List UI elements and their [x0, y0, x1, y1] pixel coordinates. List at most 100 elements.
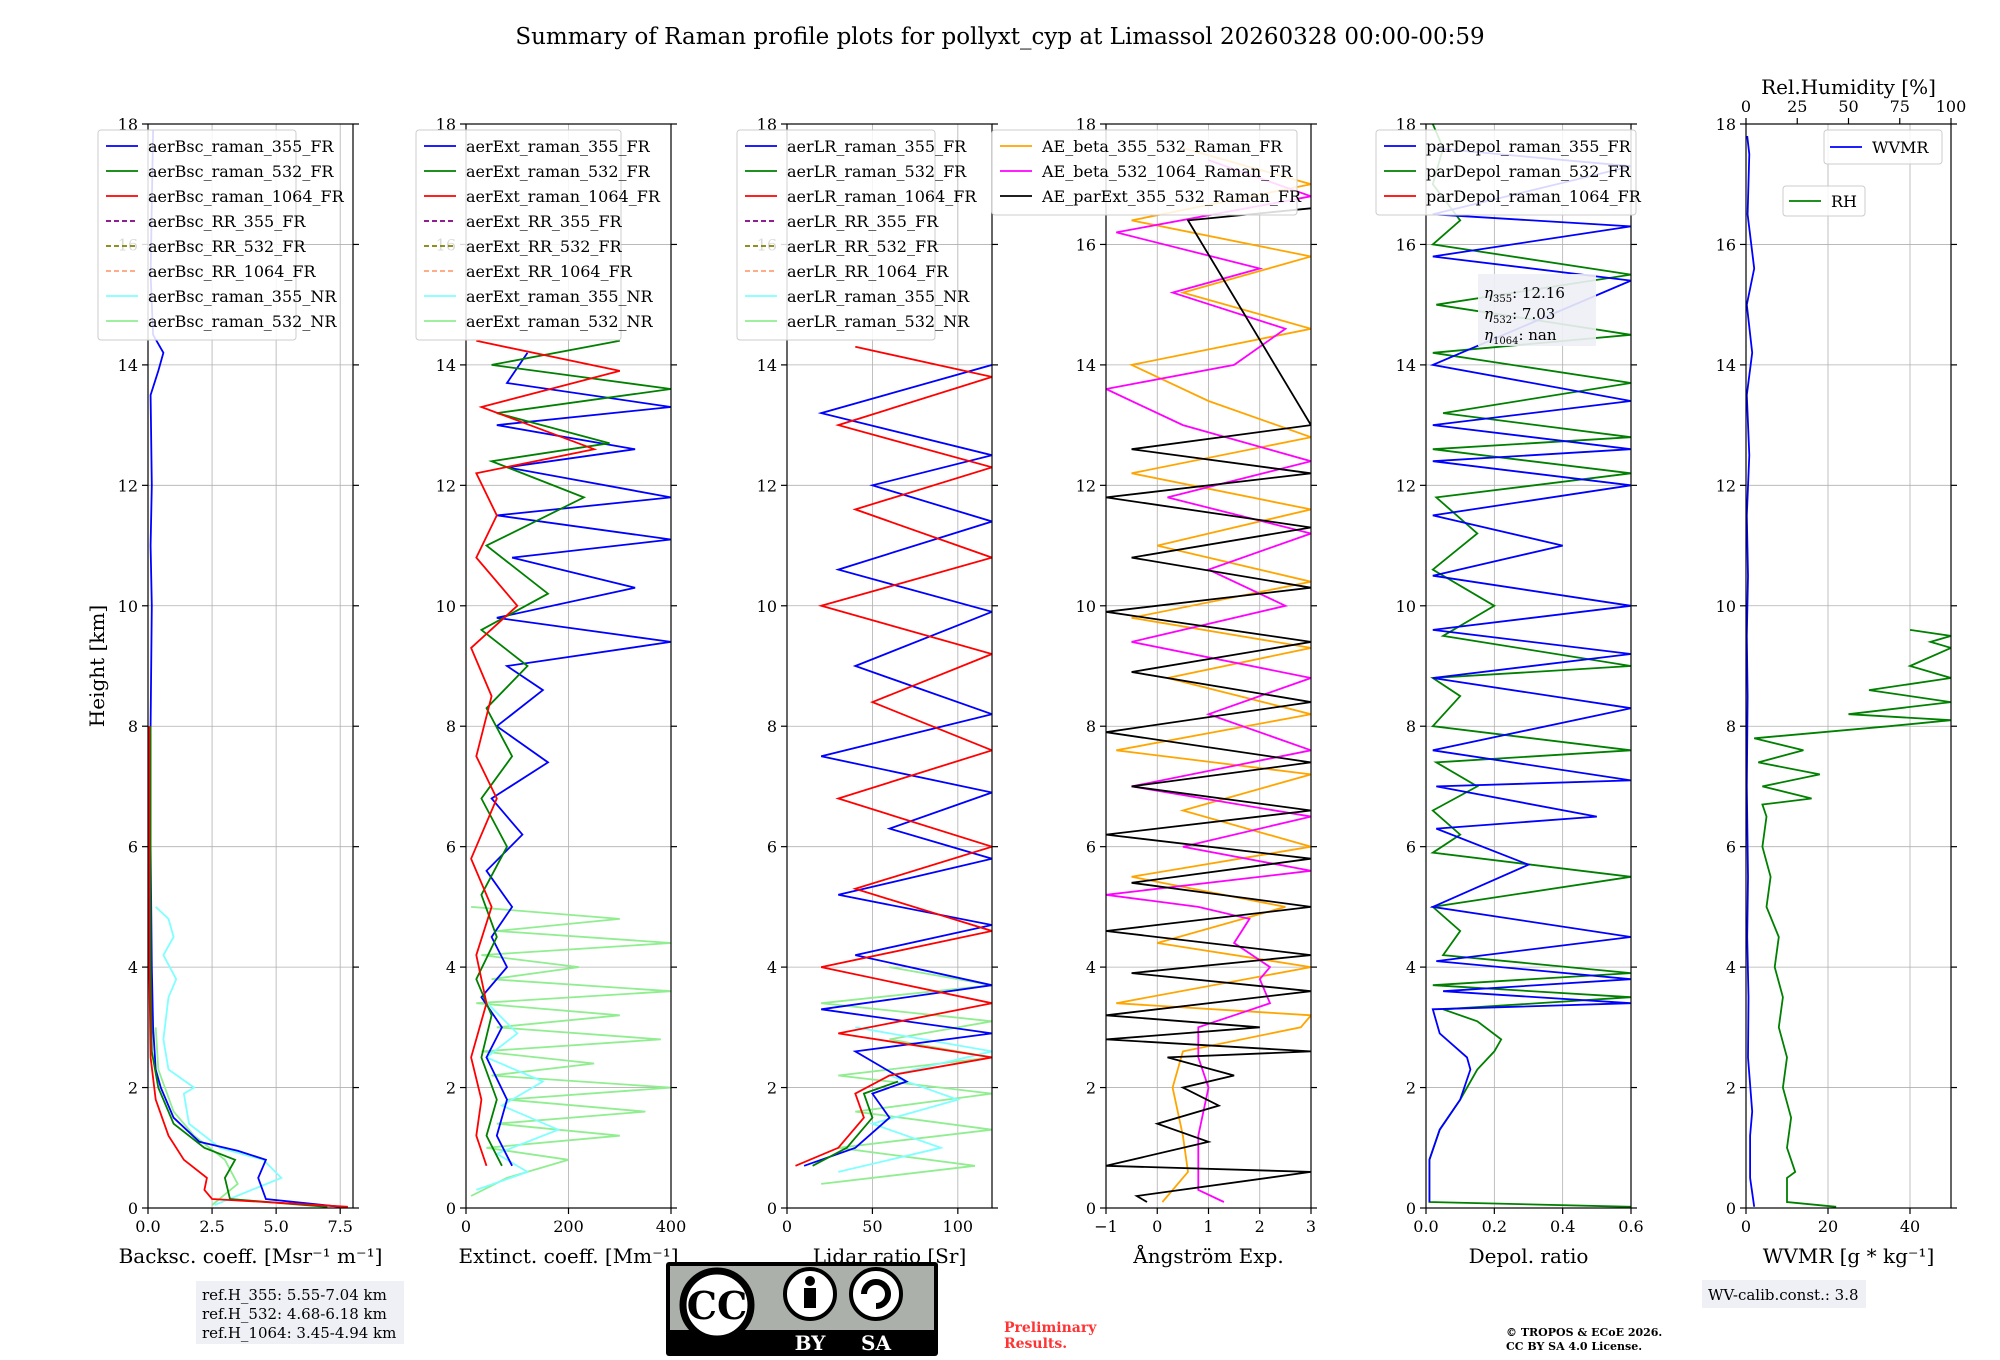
- x-tick-label-ext: 0: [461, 1217, 471, 1236]
- panel-wv: 0 2 4 6 8 10 12 14 16 18 0 20 40 WVMR [g * kg⁻¹] 0 25 50…: [1702, 75, 1966, 1308]
- legend-label-aerBsc_raman_355_FR: aerBsc_raman_355_FR: [148, 137, 334, 156]
- y-tick-label-ae: 2: [1086, 1079, 1096, 1098]
- x-tick-label-bsc: 7.5: [327, 1217, 352, 1236]
- x-tick-label-ae: 2: [1255, 1217, 1265, 1236]
- legend-label-aerLR_raman_355_FR: aerLR_raman_355_FR: [787, 137, 967, 156]
- series-line-WVMR: [1746, 135, 1756, 1207]
- x-axis-label-ae: Ångström Exp.: [1132, 1243, 1283, 1268]
- eta-box: [1478, 274, 1596, 346]
- y-tick-label-lr: 8: [767, 717, 777, 736]
- y-tick-label-ae: 8: [1086, 717, 1096, 736]
- legend-label-aerBsc_raman_532_NR: aerBsc_raman_532_NR: [148, 312, 337, 331]
- eta-355: η355: 12.16: [1484, 284, 1565, 305]
- series-line-aerExt_raman_1064_FR: [470, 339, 621, 1167]
- legend-label-RH: RH: [1831, 192, 1857, 211]
- axes-frame-wv: [1745, 123, 1952, 1209]
- legend-label-aerBsc_raman_355_NR: aerBsc_raman_355_NR: [148, 287, 337, 306]
- eta-1064: η1064: nan: [1484, 326, 1557, 347]
- y-tick-label-lr: 10: [757, 597, 777, 616]
- cc-letters: CC: [687, 1283, 748, 1328]
- copyright-line-2: CC BY SA 4.0 License.: [1506, 1340, 1642, 1353]
- y-tick-label-bsc: 12: [118, 476, 138, 495]
- y-tick-label-bsc: 0: [128, 1199, 138, 1218]
- legend-label-aerLR_RR_355_FR: aerLR_RR_355_FR: [787, 212, 939, 231]
- y-tick-label-bsc: 10: [118, 597, 138, 616]
- y-tick-label-lr: 6: [767, 838, 777, 857]
- y-tick-label-wv: 12: [1716, 476, 1736, 495]
- x-tick-label-bsc: 2.5: [199, 1217, 224, 1236]
- eta-value-355: : 12.16: [1512, 284, 1565, 302]
- series-group-wv: [1746, 135, 1951, 1208]
- legend-label-aerBsc_raman_532_FR: aerBsc_raman_532_FR: [148, 162, 334, 181]
- y-tick-label-ae: 14: [1076, 356, 1096, 375]
- series-line-AE_parExt_355_532_Raman_FR: [1106, 207, 1311, 1203]
- sa-label: SA: [861, 1331, 891, 1355]
- sa-share-icon: [849, 1267, 903, 1321]
- y-tick-label-depol: 12: [1396, 476, 1416, 495]
- legend-label-aerExt_RR_532_FR: aerExt_RR_532_FR: [466, 237, 623, 256]
- ref-h-532: ref.H_532: 4.68-6.18 km: [202, 1305, 387, 1323]
- panel-depol: 0 2 4 6 8 10 12 14 16 18 0.0 0.2 0.4 0.6 Depol. ratio p…: [1375, 115, 1644, 1268]
- legend-label-aerExt_raman_532_FR: aerExt_raman_532_FR: [466, 162, 651, 181]
- x-tick-label-lr: 100: [943, 1217, 974, 1236]
- copyright-line-1: © TROPOS & ECoE 2026.: [1506, 1326, 1662, 1339]
- series-line-aerLR_raman_532_FR: [812, 1080, 899, 1167]
- y-tick-label-ext: 10: [436, 597, 456, 616]
- x-tick-label-depol: 0.0: [1413, 1217, 1438, 1236]
- x-axis-label-wv: WVMR [g * kg⁻¹]: [1763, 1244, 1935, 1268]
- series-group-bsc: [148, 129, 348, 1208]
- series-line-AE_beta_532_1064_Raman_FR: [1106, 159, 1311, 1203]
- ref-h-1064: ref.H_1064: 3.45-4.94 km: [202, 1324, 396, 1342]
- y-tick-label-lr: 4: [767, 958, 777, 977]
- y-tick-label-ext: 18: [436, 115, 456, 134]
- legend-label-aerExt_raman_355_NR: aerExt_raman_355_NR: [466, 287, 654, 306]
- x-tick-label-depol: 0.4: [1550, 1217, 1575, 1236]
- y-tick-label-ext: 4: [446, 958, 456, 977]
- legend-label-aerLR_RR_1064_FR: aerLR_RR_1064_FR: [787, 262, 949, 281]
- y-tick-label-bsc: 4: [128, 958, 138, 977]
- x-tick-label-lr: 0: [782, 1217, 792, 1236]
- y-tick-label-wv: 6: [1726, 838, 1736, 857]
- y-tick-label-ext: 12: [436, 476, 456, 495]
- x-tick-label-wv: 40: [1900, 1217, 1920, 1236]
- x-axis-label-ext: Extinct. coeff. [Mm⁻¹]: [458, 1244, 678, 1268]
- y-tick-label-ae: 4: [1086, 958, 1096, 977]
- legend-label-parDepol_raman_355_FR: parDepol_raman_355_FR: [1426, 137, 1632, 156]
- series-line-parDepol_raman_355_FR: [1428, 147, 1631, 1202]
- x-tick-label-ae: 1: [1203, 1217, 1213, 1236]
- x-tick-label-lr: 50: [862, 1217, 882, 1236]
- legend-label-aerExt_raman_1064_FR: aerExt_raman_1064_FR: [466, 187, 661, 206]
- panel-ext: 0246810121416180200400Extinct. coeff. [M…: [415, 115, 687, 1268]
- x-tick-label-depol: 0.2: [1482, 1217, 1507, 1236]
- legend-label-aerLR_RR_532_FR: aerLR_RR_532_FR: [787, 237, 939, 256]
- x-tick-label-ae: 0: [1152, 1217, 1162, 1236]
- axes-frame-depol: [1425, 123, 1632, 1209]
- series-line-aerBsc_raman_355_NR: [155, 906, 283, 1206]
- y-tick-label-depol: 4: [1406, 958, 1416, 977]
- y-tick-label-ae: 6: [1086, 838, 1096, 857]
- copyright-note: © TROPOS & ECoE 2026. CC BY SA 4.0 Licen…: [1506, 1326, 1662, 1353]
- x-tick-label-depol: 0.6: [1618, 1217, 1643, 1236]
- x-tick-label-ext: 400: [656, 1217, 687, 1236]
- top-x-tick-label-wv: 0: [1741, 97, 1751, 116]
- x-tick-label-wv: 0: [1741, 1217, 1751, 1236]
- legend-label-aerLR_raman_1064_FR: aerLR_raman_1064_FR: [787, 187, 977, 206]
- legend-label-aerExt_raman_532_NR: aerExt_raman_532_NR: [466, 312, 654, 331]
- x-tick-label-bsc: 5.0: [263, 1217, 288, 1236]
- y-tick-label-depol: 6: [1406, 838, 1416, 857]
- ref-box-bg: [196, 1281, 404, 1344]
- y-tick-label-ae: 18: [1076, 115, 1096, 134]
- legend-box-ae: [991, 129, 1298, 216]
- y-tick-label-depol: 2: [1406, 1079, 1416, 1098]
- x-axis-label-depol: Depol. ratio: [1469, 1244, 1589, 1268]
- y-tick-label-depol: 18: [1396, 115, 1416, 134]
- y-tick-label-wv: 8: [1726, 717, 1736, 736]
- series-group-lr: [795, 345, 992, 1185]
- eta-value-1064: : nan: [1518, 326, 1556, 344]
- eta-symbol-1064: η: [1484, 326, 1493, 344]
- legend-label-aerLR_raman_532_FR: aerLR_raman_532_FR: [787, 162, 967, 181]
- y-tick-label-depol: 8: [1406, 717, 1416, 736]
- cc-license-logo: CC BY SA: [666, 1262, 938, 1356]
- top-x-tick-label-wv: 100: [1936, 97, 1967, 116]
